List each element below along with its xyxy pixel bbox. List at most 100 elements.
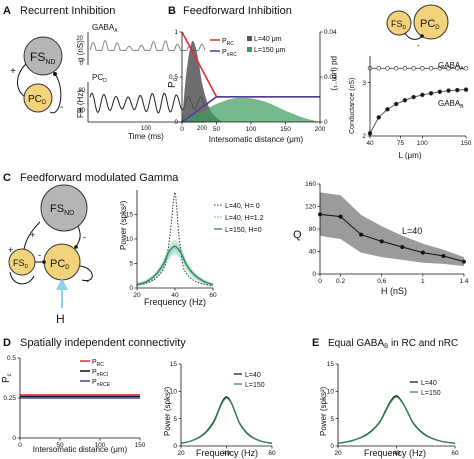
legend-pnrc-label: PnRC (222, 49, 237, 58)
density-area-0 (182, 40, 224, 123)
b-xlabel: Intersomatic distance (μm) (209, 135, 304, 144)
panel-a-letter: A (3, 5, 11, 17)
panel-b-title: Feedforward Inhibition (183, 5, 292, 17)
conductance-point (385, 66, 390, 71)
pc-d-label-c: PCD (50, 258, 70, 271)
conductance-point (428, 66, 434, 71)
d-pc-xtick-label: 150 (135, 442, 146, 449)
e-legend-label-0: L=40 (421, 380, 437, 387)
connection-pc-to-fs-a (17, 63, 27, 97)
indep-power-plot: 20 40 60 15 10 5 0 (170, 361, 276, 457)
legend-l150-swatch (247, 47, 252, 52)
c-power-ylabel: Power (spks²) (119, 200, 128, 250)
trace-bottom-ylabel: FR (Hz) (76, 90, 85, 118)
pc-distance-plot: 0 50 100 150 200 1 0.5 0 0.04 0.02 0 (169, 29, 337, 133)
legend-l40-label: L=40 μm (254, 36, 282, 43)
b-ylabel-left: Pc (167, 78, 179, 88)
b-main-ytick-label: 0 (174, 119, 178, 126)
connection-fsnd-fsd (23, 221, 41, 250)
q-mean-line (319, 213, 465, 263)
synapse-dot-b (420, 34, 424, 38)
panel-d-letter: D (3, 337, 11, 349)
conductance-point (446, 66, 451, 71)
d-legend-label-0: PRC (92, 359, 104, 368)
gaba-a-trace (89, 39, 206, 51)
d-power-xlabel: Frequency (Hz) (196, 448, 258, 458)
pc-d-label-b: PCD (420, 18, 440, 31)
conductance-point (463, 66, 469, 71)
conductance-plot: 40 75 100 150 3 2 (362, 56, 472, 147)
conductance-ylabel: Conductance (nS) (349, 78, 356, 134)
ffi-power-plot: 20 40 60 15 10 5 0 (126, 190, 217, 299)
plus-sign-c2: + (8, 245, 13, 255)
c-q-xtick-label: 1.4 (459, 278, 468, 285)
c-power-ytick-label: 0 (129, 285, 133, 292)
b-main-xtick-label: 200 (315, 126, 326, 133)
d-power-ytick-label: 10 (170, 389, 178, 396)
conductance-point (463, 87, 469, 92)
b-main-right-tick-label: 0.02 (324, 74, 337, 81)
minus-sign-a: - (60, 102, 63, 113)
connection-fsd-loop (9, 271, 35, 285)
c-legend-label-1: L=40, H=1.2 (225, 215, 264, 222)
d-pc-ytick-label: 0.5 (7, 355, 16, 362)
panel-a-title: Recurrent Inhibition (20, 5, 115, 17)
e-power-ytick-label: 10 (327, 389, 335, 396)
fs-nd-label-a: FSND (30, 50, 55, 66)
conductance-point (402, 66, 408, 71)
e-power-xtick-label: 20 (334, 450, 342, 457)
b-ylabel-right: pd (μm⁻¹) (330, 56, 339, 91)
c-legend-label-0: L=40, H= 0 (225, 203, 260, 210)
gabab-label: GABAB (438, 99, 464, 110)
panel-e-letter: E (312, 337, 319, 349)
conductance-point (385, 107, 390, 112)
q-point (379, 239, 384, 244)
d-power-ytick-label: 5 (173, 416, 177, 423)
c-q-ytick-label: 40 (309, 249, 317, 256)
b-right-xtick-label: 75 (397, 140, 405, 147)
fs-d-label-b: FSD (391, 19, 407, 31)
conductance-point (420, 66, 425, 71)
conductance-point (393, 66, 399, 71)
c-power-series-1 (136, 248, 214, 286)
panel-c-title: Feedforward modulated Gamma (20, 172, 179, 184)
d-power-series-1 (180, 397, 273, 444)
d-power-ytick-label: 15 (170, 361, 178, 368)
c-power-series-2 (136, 245, 214, 286)
q-vs-h-plot: 0 0.2 0.6 1 1.4 160 120 80 40 0 (305, 181, 469, 285)
q-point (400, 245, 405, 249)
e-power-ytick-label: 0 (330, 443, 334, 450)
fs-d-label-c: FSD (13, 258, 29, 270)
q-confidence-band (320, 192, 464, 267)
d-pc-xtick-label: 50 (56, 442, 64, 449)
d-power-xtick-label: 60 (268, 450, 276, 457)
trace-bottom-tick-40: 40 (78, 108, 85, 114)
c-q-ytick-label: 80 (309, 226, 317, 233)
q-point (420, 250, 425, 255)
trace-top-tick-20: 20 (76, 36, 83, 42)
connection-pc-self (79, 265, 93, 282)
e-power-xtick-label: 60 (451, 450, 459, 457)
e-legend-label-1: L=150 (421, 390, 441, 397)
minus-sign-c2: - (38, 250, 41, 260)
conductance-point (393, 101, 399, 107)
d-legend-label-2: PnRCE (92, 379, 111, 388)
b-main-xtick-label: 0 (180, 126, 184, 133)
e-power-series-1 (337, 396, 456, 444)
b-main-xtick-label: 100 (246, 126, 257, 133)
b-main-xtick-label: 50 (213, 126, 221, 133)
fs-nd-cell-c (40, 184, 88, 232)
pc-d-cell-a (23, 83, 53, 113)
d-power-ylabel: Power (spks²) (163, 386, 172, 436)
q-point (359, 232, 364, 237)
c-q-ytick-label: 0 (312, 271, 316, 278)
synapse-dot-c2 (42, 260, 46, 264)
plus-sign-a: + (10, 66, 16, 77)
panel-d-title: Spatially independent connectivity (20, 337, 186, 349)
c-q-xtick-label: 0.6 (377, 278, 386, 285)
conductance-xlabel: L (μm) (399, 151, 422, 160)
conductance-point (376, 66, 381, 71)
d-power-legend-label-1: L=150 (245, 382, 265, 389)
trace-xlabel: Time (ms) (128, 132, 164, 141)
